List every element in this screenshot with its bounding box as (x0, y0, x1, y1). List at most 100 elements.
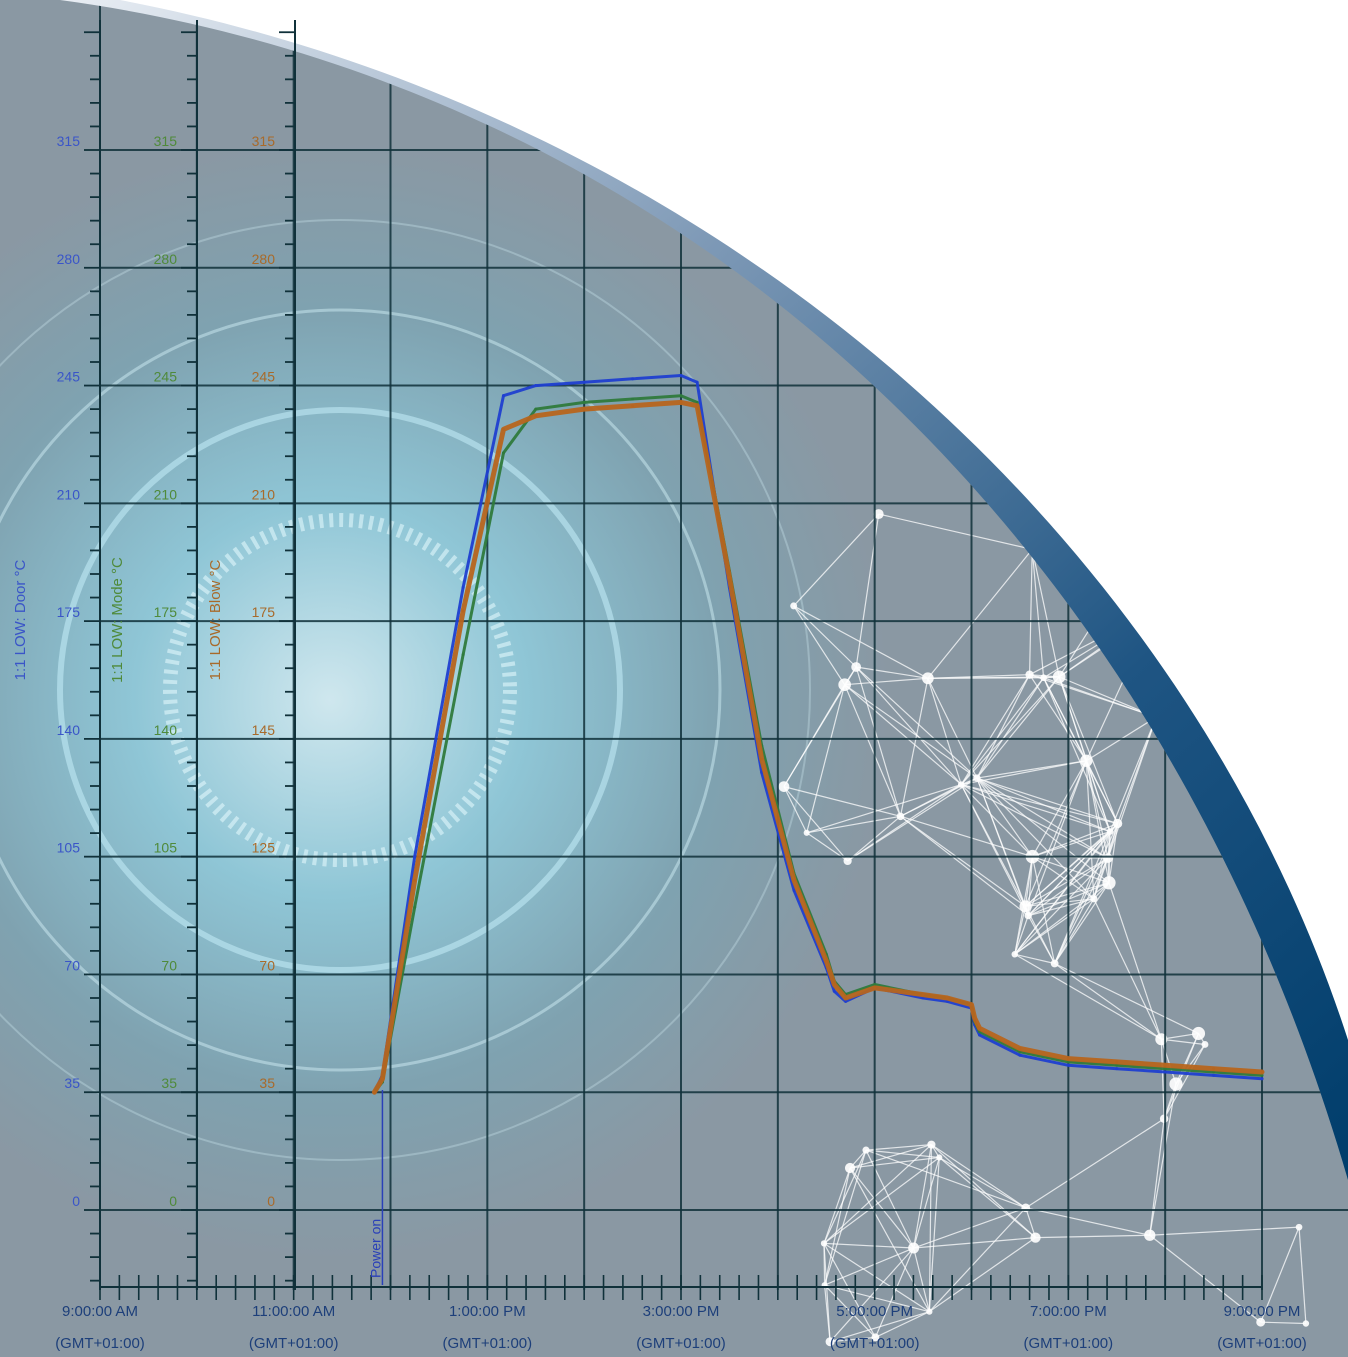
network-link (1043, 677, 1119, 824)
network-node (1050, 959, 1059, 968)
x-tick-timezone: (GMT+01:00) (55, 1335, 145, 1352)
series-point (534, 414, 538, 418)
network-link (1027, 823, 1119, 917)
network-node (871, 1333, 880, 1342)
x-axis: 9:00:00 AM (GMT+01:00) 11:00:00 AM (GMT+01:… (55, 1275, 1307, 1352)
y-tick-label: 70 (161, 957, 177, 973)
series-point (1260, 1077, 1264, 1081)
y-tick-label: 315 (252, 133, 276, 149)
network-link (899, 678, 929, 817)
network-link (1025, 857, 1109, 907)
network-link (823, 1167, 851, 1244)
network-link (1149, 1226, 1300, 1236)
network-link (844, 684, 902, 817)
y-tick-label: 35 (64, 1075, 80, 1091)
network-link (928, 1207, 1027, 1313)
network-link (829, 1247, 915, 1343)
series-point (1260, 1070, 1264, 1074)
series-point (413, 878, 417, 882)
x-tick-label: 1:00:00 PM (449, 1303, 526, 1320)
series-point (973, 1016, 977, 1020)
y-tick-label: 0 (169, 1193, 177, 1209)
x-tick-label: 3:00:00 PM (643, 1303, 720, 1320)
network-link (1108, 882, 1162, 1040)
series-point (921, 993, 925, 997)
network-link (806, 684, 846, 833)
series-point (1212, 1073, 1216, 1077)
series-point (792, 878, 796, 882)
network-node (820, 1240, 828, 1247)
network-node (803, 829, 810, 836)
network-link (1014, 953, 1055, 965)
network-link (976, 677, 1045, 779)
network-link (927, 678, 978, 779)
series-point (792, 888, 796, 892)
network-link (793, 605, 929, 679)
network-link (878, 513, 1033, 550)
series-point (534, 384, 538, 388)
network-link (1175, 1033, 1200, 1085)
network-link (823, 1242, 914, 1249)
series-point (461, 609, 465, 613)
network-link (875, 1311, 930, 1338)
network-link (1031, 549, 1060, 677)
network-node (778, 781, 790, 793)
network-link (1025, 898, 1094, 907)
y-tick-label: 140 (57, 722, 81, 738)
network-node (1052, 670, 1066, 684)
series-point (372, 1090, 376, 1094)
network-link (927, 548, 1033, 679)
series-point (1163, 1063, 1167, 1067)
x-tick-label: 11:00:00 AM (252, 1303, 335, 1320)
y-axis-title: 1:1 LOW: Mode °C (109, 557, 126, 683)
network-link (960, 674, 1031, 785)
network-link (1025, 1207, 1150, 1236)
network-link (1043, 677, 1157, 718)
network-link (1160, 1039, 1165, 1119)
network-link (1085, 760, 1110, 883)
network-link (855, 666, 978, 779)
series-point (631, 404, 635, 408)
network-link (913, 1247, 930, 1312)
network-link (927, 677, 1044, 679)
network-link (976, 674, 1031, 779)
network-link (900, 815, 1026, 907)
power-on-marker: Power on (367, 1090, 383, 1285)
series-point (679, 394, 683, 398)
y-axes: 0 35 70 105 140 175 210 245 280 315 1:1 LOW: Door … (12, 20, 296, 1290)
network-link (960, 784, 1109, 859)
network-link (1014, 953, 1162, 1040)
network-link (961, 784, 1111, 833)
network-link (900, 815, 1033, 858)
network-link (930, 1144, 1036, 1239)
network-link (824, 1167, 851, 1286)
series-point (413, 905, 417, 909)
network-link (928, 1157, 940, 1312)
y-axis-title: 1:1 LOW: Door °C (12, 559, 29, 680)
network-link (1093, 898, 1162, 1040)
network-node (1030, 1232, 1041, 1243)
y-tick-label: 35 (161, 1075, 177, 1091)
network-node (1040, 674, 1047, 682)
network-link (1032, 822, 1118, 858)
series-point (461, 653, 465, 657)
network-link (938, 1156, 1027, 1209)
network-link (1029, 674, 1087, 762)
network-node (957, 781, 965, 788)
network-link (1298, 1227, 1307, 1324)
series-point (582, 400, 586, 404)
data-series (371, 373, 1265, 1095)
network-link (1014, 915, 1029, 955)
network-link (928, 1144, 932, 1312)
network-node (936, 1154, 943, 1161)
network-link (976, 777, 1026, 907)
network-link (823, 1157, 940, 1244)
series-point (760, 757, 764, 761)
network-link (1025, 823, 1119, 907)
network-link (931, 1144, 1027, 1209)
y-tick-label: 280 (252, 251, 276, 267)
x-tick-timezone: (GMT+01:00) (636, 1335, 726, 1352)
network-link (900, 815, 1029, 917)
network-link (844, 684, 962, 786)
network-link (929, 1237, 1036, 1313)
